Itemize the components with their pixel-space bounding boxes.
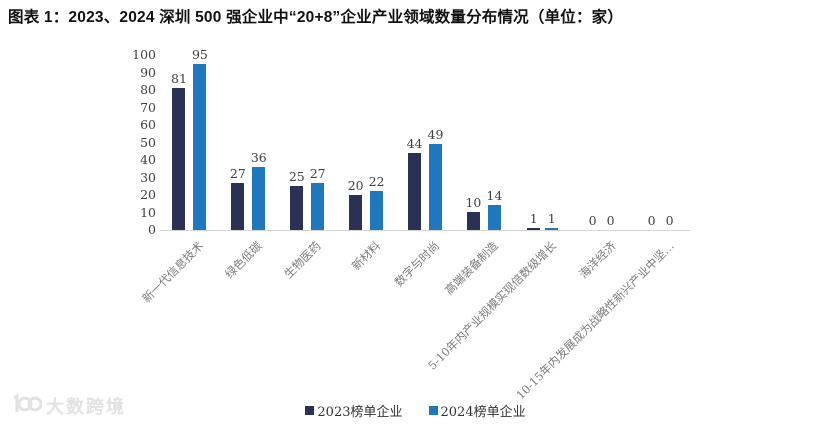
bar-value-label: 1: [547, 211, 556, 226]
bar-group: 20 22: [336, 174, 396, 230]
y-axis-tick-label: 90: [140, 64, 156, 80]
bar-2024榜单企业: [311, 183, 325, 230]
bar-column: 20: [348, 178, 364, 230]
y-axis-tick-label: 30: [140, 169, 156, 185]
bar-value-label: 27: [229, 166, 246, 181]
bar-group: 44 49: [395, 127, 455, 230]
legend: 2023榜单企业 2024榜单企业: [0, 401, 831, 420]
x-axis-line: [160, 230, 690, 231]
bar-value-label: 27: [309, 166, 326, 181]
bar-group: 81 95: [159, 47, 219, 230]
bar-value-label: 22: [368, 174, 385, 189]
bar-value-label: 1: [529, 211, 538, 226]
bar-2024榜单企业: [545, 228, 559, 230]
bar-group: 25 27: [277, 166, 337, 230]
bar-value-label: 20: [347, 178, 364, 193]
bar-2023榜单企业: [172, 88, 186, 230]
x-axis-category-label: 海洋经济: [575, 238, 619, 282]
bar-value-label: 81: [171, 71, 187, 86]
x-axis-category-label: 高端装备制造: [441, 238, 501, 298]
y-axis-tick-label: 60: [140, 117, 156, 132]
bar-column: 25: [289, 169, 305, 230]
bar-2024榜单企业: [193, 64, 207, 230]
legend-label: 2024榜单企业: [440, 405, 526, 420]
bar-column: 27: [230, 166, 246, 230]
bar-value-label: 25: [288, 169, 305, 184]
y-axis-tick-label: 10: [140, 204, 156, 220]
bar-column: 14: [486, 188, 502, 230]
bar-2024榜单企业: [370, 191, 384, 230]
chart-title: 图表 1：2023、2024 深圳 500 强企业中“20+8”企业产业领域数量…: [8, 9, 624, 26]
bar-value-label: 0: [588, 213, 597, 228]
legend-swatch-icon: [428, 406, 438, 415]
bar-column: 95: [192, 47, 208, 230]
bar-2024榜单企业: [252, 167, 266, 230]
y-axis-tick-label: 70: [140, 99, 156, 115]
bar-column: 10: [465, 195, 481, 230]
legend-label: 2023榜单企业: [317, 405, 403, 420]
y-axis-tick-label: 50: [140, 134, 156, 150]
bar-value-label: 0: [606, 213, 615, 228]
bar-column: 0: [604, 213, 617, 230]
bar-value-label: 0: [647, 213, 656, 228]
bar-2023榜单企业: [290, 186, 304, 230]
bar-group: 27 36: [218, 150, 278, 230]
x-axis-category-label: 生物医药: [281, 238, 324, 282]
legend-item: 2024榜单企业: [428, 401, 526, 420]
bar-column: 0: [645, 213, 658, 230]
x-axis-category-label: 数字与时尚: [391, 238, 442, 290]
bar-2024榜单企业: [487, 205, 501, 230]
bar-2023榜单企业: [349, 195, 363, 230]
bar-column: 1: [527, 211, 541, 230]
watermark-text: 大数跨境: [46, 397, 126, 417]
bar-value-label: 36: [250, 150, 267, 165]
bar-column: 1: [545, 211, 559, 230]
bar-value-label: 44: [406, 136, 423, 151]
bar-value-label: 49: [427, 127, 444, 142]
legend-item: 2023榜单企业: [305, 401, 403, 420]
bar-column: 0: [663, 213, 676, 230]
bar-column: 44: [407, 136, 423, 230]
bar-column: 0: [586, 213, 599, 230]
bar-column: 22: [369, 174, 385, 230]
infinity-100-logo-icon: [10, 393, 43, 419]
bar-column: 27: [310, 166, 326, 230]
bar-value-label: 10: [465, 195, 482, 210]
watermark: 大数跨境: [10, 393, 126, 419]
bar-column: 49: [427, 127, 444, 230]
legend-swatch-icon: [305, 406, 315, 415]
bar-2024榜单企业: [428, 144, 442, 230]
y-axis-tick-label: 0: [148, 222, 156, 237]
x-axis-category-label: 新一代信息技术: [139, 238, 207, 306]
y-axis-tick-label: 20: [140, 187, 156, 202]
bar-value-label: 0: [665, 213, 674, 228]
bar-value-label: 14: [486, 188, 503, 203]
bar-2023榜单企业: [231, 183, 245, 230]
y-axis-tick-label: 80: [140, 82, 156, 97]
bar-column: 81: [171, 71, 187, 230]
x-axis-category-label: 5-10年内产业规模实现倍数级增长: [425, 238, 560, 373]
bar-group: 10 14: [454, 188, 514, 230]
bar-2023榜单企业: [466, 212, 480, 230]
bar-2023榜单企业: [527, 228, 541, 230]
bar-2023榜单企业: [408, 153, 422, 230]
bar-value-label: 95: [191, 47, 208, 62]
x-axis-category-label: 绿色低碳: [222, 238, 265, 282]
y-axis-tick-label: 100: [132, 47, 156, 62]
bar-column: 36: [251, 150, 267, 230]
x-axis-category-label: 新材料: [348, 238, 383, 274]
y-axis-tick-label: 40: [140, 152, 156, 167]
